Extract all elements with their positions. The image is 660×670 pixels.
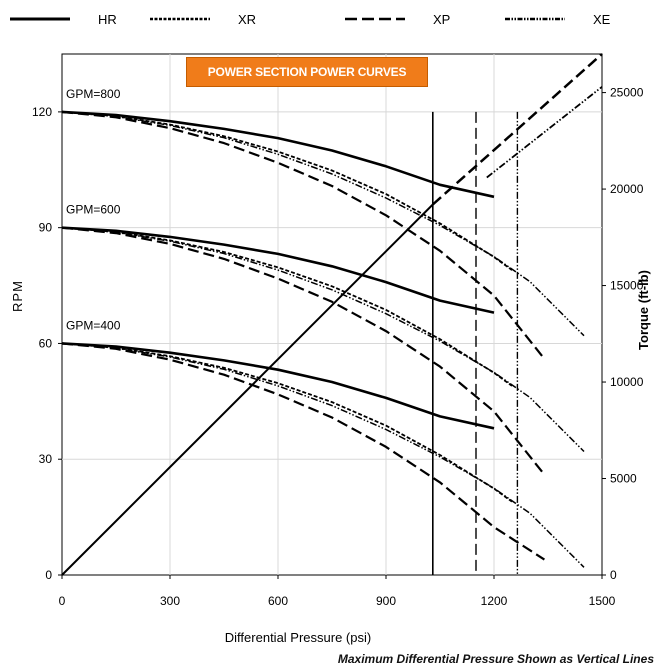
rpm-line-hr bbox=[61, 110, 495, 199]
x-tick-label: 1500 bbox=[589, 594, 616, 608]
rpm-line-xp bbox=[61, 110, 546, 360]
flow-labels: GPM=800 GPM=600 GPM=400 bbox=[66, 87, 121, 333]
y2-tick-label: 5000 bbox=[610, 472, 637, 486]
max-pressure-lines bbox=[431, 111, 519, 575]
y-axis-title: RPM bbox=[10, 280, 25, 312]
chart-title: POWER SECTION POWER CURVES bbox=[186, 57, 428, 87]
legend-label-xe: XE bbox=[593, 12, 611, 27]
y-tick-label: 30 bbox=[39, 452, 53, 466]
y-tick-label: 120 bbox=[32, 105, 52, 119]
y2-tick-label: 0 bbox=[610, 568, 617, 582]
x-tick-label: 0 bbox=[59, 594, 66, 608]
rpm-line-xp bbox=[61, 226, 546, 476]
x-tick-label: 600 bbox=[268, 594, 288, 608]
flow-label: GPM=800 bbox=[66, 87, 121, 101]
torque-series bbox=[61, 53, 603, 576]
legend-label-hr: HR bbox=[98, 12, 117, 27]
y2-tick-label: 10000 bbox=[610, 375, 644, 389]
legend-label-xp: XP bbox=[433, 12, 450, 27]
torque-line-xp bbox=[431, 53, 603, 206]
rpm-series bbox=[61, 110, 585, 568]
grid-lines bbox=[62, 54, 602, 575]
rpm-line-xe bbox=[61, 226, 585, 453]
y-tick-label: 60 bbox=[39, 336, 53, 350]
y-tick-label: 90 bbox=[39, 221, 53, 235]
chart-legend: HR XR XP XE bbox=[10, 12, 611, 27]
plot-area bbox=[61, 53, 603, 576]
flow-label: GPM=600 bbox=[66, 203, 121, 217]
y2-tick-label: 20000 bbox=[610, 182, 644, 196]
rpm-line-xp bbox=[61, 342, 545, 561]
flow-label: GPM=400 bbox=[66, 318, 121, 332]
rpm-line-hr bbox=[61, 226, 495, 314]
rpm-line-xe bbox=[61, 111, 585, 337]
legend-label-xr: XR bbox=[238, 12, 256, 27]
x-tick-label: 1200 bbox=[481, 594, 508, 608]
y2-tick-label: 15000 bbox=[610, 279, 644, 293]
torque-line-xe bbox=[486, 86, 603, 179]
x-axis-title: Differential Pressure (psi) bbox=[225, 630, 371, 645]
torque-line-hr bbox=[61, 203, 434, 576]
x-tick-label: 300 bbox=[160, 594, 180, 608]
y2-tick-label: 25000 bbox=[610, 86, 644, 100]
y2-axis-title: Torque (ft-lb) bbox=[636, 270, 651, 350]
y-tick-label: 0 bbox=[45, 568, 52, 582]
chart-footnote: Maximum Differential Pressure Shown as V… bbox=[337, 652, 654, 666]
y-axis-ticks: 0 30 60 90 120 bbox=[32, 105, 62, 582]
x-tick-label: 900 bbox=[376, 594, 396, 608]
x-axis-ticks: 0 300 600 900 1200 1500 bbox=[59, 575, 616, 608]
rpm-line-hr bbox=[61, 342, 495, 430]
y2-axis-ticks: 0 5000 10000 15000 20000 25000 bbox=[602, 86, 644, 582]
rpm-line-xe bbox=[61, 342, 585, 568]
